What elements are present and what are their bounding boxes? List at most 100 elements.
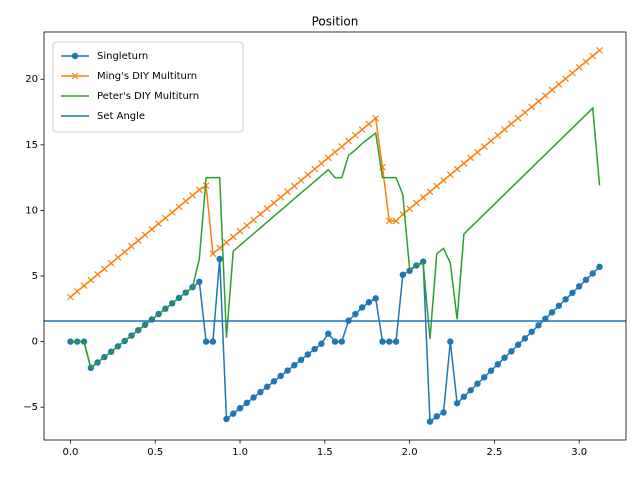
point-marker xyxy=(121,248,129,256)
point-marker xyxy=(589,270,596,277)
point-marker xyxy=(386,338,393,345)
x-tick-label: 0.0 xyxy=(63,447,79,458)
point-marker xyxy=(168,208,176,216)
x-tick-label: 0.5 xyxy=(147,447,163,458)
point-marker xyxy=(440,176,447,184)
point-marker xyxy=(236,405,244,412)
point-marker xyxy=(575,63,583,71)
point-marker xyxy=(304,351,312,358)
point-marker xyxy=(291,362,298,369)
point-marker xyxy=(270,378,278,385)
point-marker xyxy=(474,148,481,156)
point-marker xyxy=(209,250,217,258)
point-marker xyxy=(508,348,515,355)
point-marker xyxy=(481,374,488,381)
point-marker xyxy=(514,341,522,348)
point-marker xyxy=(263,205,271,213)
point-marker xyxy=(406,205,414,213)
point-marker xyxy=(392,338,400,345)
y-tick-label: 20 xyxy=(25,74,38,85)
point-marker xyxy=(338,338,345,345)
point-marker xyxy=(474,380,481,387)
point-marker xyxy=(297,356,305,364)
point-marker xyxy=(589,52,597,60)
point-marker xyxy=(569,289,576,297)
series-line xyxy=(70,106,601,370)
point-marker xyxy=(277,372,284,380)
point-marker xyxy=(318,160,325,167)
point-marker xyxy=(94,271,102,278)
point-marker xyxy=(223,415,230,423)
legend-marker xyxy=(71,72,79,80)
point-marker xyxy=(521,109,529,116)
point-marker xyxy=(243,222,251,229)
point-marker xyxy=(67,293,74,301)
point-marker xyxy=(453,165,461,173)
point-marker xyxy=(256,210,264,218)
point-marker xyxy=(216,244,224,252)
point-marker xyxy=(555,302,563,309)
point-marker xyxy=(575,283,583,290)
point-marker xyxy=(379,338,386,345)
point-marker xyxy=(487,367,495,374)
point-marker xyxy=(426,418,434,425)
point-marker xyxy=(80,282,88,290)
y-tick-label: 15 xyxy=(25,140,38,151)
point-marker xyxy=(412,199,420,207)
point-marker xyxy=(426,188,434,196)
point-marker xyxy=(318,340,325,347)
point-marker xyxy=(236,227,244,235)
point-marker xyxy=(467,154,475,162)
point-marker xyxy=(480,143,488,150)
legend-marker xyxy=(71,52,79,60)
point-marker xyxy=(372,295,379,302)
point-marker xyxy=(304,171,312,179)
point-marker xyxy=(325,330,332,337)
point-marker xyxy=(467,387,474,394)
point-marker xyxy=(514,114,522,122)
point-marker xyxy=(433,413,440,420)
point-marker xyxy=(331,338,339,345)
point-marker xyxy=(141,231,149,239)
point-marker xyxy=(365,299,373,306)
point-marker xyxy=(494,361,501,368)
point-marker xyxy=(338,143,346,150)
point-marker xyxy=(548,309,556,316)
point-marker xyxy=(385,217,393,225)
x-tick-label: 2.0 xyxy=(402,447,418,458)
point-marker xyxy=(453,400,461,407)
chart-title: Position xyxy=(312,15,359,29)
point-marker xyxy=(182,197,190,205)
point-marker xyxy=(528,328,535,335)
point-marker xyxy=(419,194,427,201)
legend-label: Set Angle xyxy=(97,111,145,122)
point-marker xyxy=(311,345,318,353)
point-marker xyxy=(195,186,203,194)
point-marker xyxy=(501,126,509,133)
point-marker xyxy=(277,193,285,201)
point-marker xyxy=(196,278,203,285)
point-marker xyxy=(548,86,556,94)
legend-label: Peter's DIY Multiturn xyxy=(97,91,199,102)
point-marker xyxy=(535,97,542,105)
point-marker xyxy=(460,393,468,400)
point-marker xyxy=(487,137,495,145)
plot xyxy=(44,46,626,425)
point-marker xyxy=(270,199,278,207)
point-marker xyxy=(535,322,542,329)
point-marker xyxy=(250,216,258,224)
point-marker xyxy=(284,188,291,196)
point-marker xyxy=(372,114,380,122)
point-marker xyxy=(189,192,196,199)
point-marker xyxy=(250,394,257,401)
point-marker xyxy=(209,338,217,345)
point-marker xyxy=(134,237,142,245)
point-marker xyxy=(358,126,366,134)
point-marker xyxy=(440,409,447,416)
point-marker xyxy=(541,92,549,100)
point-marker xyxy=(501,354,508,361)
x-tick-label: 1.0 xyxy=(232,447,248,458)
point-marker xyxy=(555,80,563,88)
point-marker xyxy=(392,217,400,225)
